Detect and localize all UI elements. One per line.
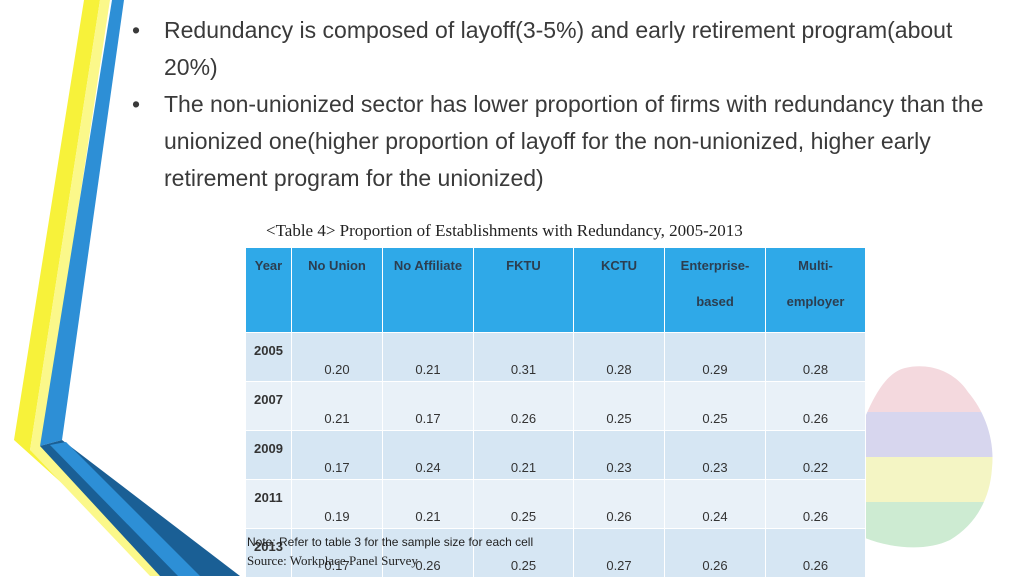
header-year: Year bbox=[245, 247, 292, 333]
blue-ribbon bbox=[40, 0, 124, 446]
bullet-dot-icon: • bbox=[132, 17, 141, 43]
table-source: Source: Workplace Panel Survey bbox=[247, 553, 418, 568]
yellow-ribbon bbox=[14, 0, 215, 576]
value-cell: 0.24 bbox=[382, 430, 474, 480]
table-row: 2007 0.21 0.17 0.26 0.25 0.25 0.26 bbox=[245, 381, 866, 431]
value-cell: 0.23 bbox=[573, 430, 665, 480]
value-cell: 0.24 bbox=[664, 479, 766, 529]
bullet-text: Redundancy is composed of layoff(3-5%) a… bbox=[164, 17, 953, 80]
value-cell: 0.26 bbox=[765, 528, 866, 578]
value-cell: 0.25 bbox=[573, 381, 665, 431]
year-cell: 2013 bbox=[245, 528, 292, 578]
bullet-text: The non-unionized sector has lower propo… bbox=[164, 91, 984, 191]
value-cell: 0.28 bbox=[573, 332, 665, 382]
value-cell: 0.25 bbox=[473, 479, 574, 529]
value-cell: 0.21 bbox=[382, 479, 474, 529]
header-no-affiliate: No Affiliate bbox=[382, 247, 474, 333]
value-cell: 0.23 bbox=[664, 430, 766, 480]
bullet-item: • Redundancy is composed of layoff(3-5%) … bbox=[130, 12, 990, 86]
bullet-list: • Redundancy is composed of layoff(3-5%) … bbox=[130, 12, 990, 197]
value-cell: 0.21 bbox=[382, 332, 474, 382]
value-cell: 0.25 bbox=[473, 528, 574, 578]
value-cell: 0.31 bbox=[473, 332, 574, 382]
header-fktu: FKTU bbox=[473, 247, 574, 333]
value-cell: 0.29 bbox=[664, 332, 766, 382]
table-row: 2011 0.19 0.21 0.25 0.26 0.24 0.26 bbox=[245, 479, 866, 529]
year-cell: 2011 bbox=[245, 479, 292, 529]
header-multi-line1: Multi- bbox=[798, 258, 833, 273]
year-cell: 2009 bbox=[245, 430, 292, 480]
value-cell: 0.17 bbox=[291, 430, 383, 480]
value-cell: 0.26 bbox=[765, 479, 866, 529]
value-cell: 0.26 bbox=[473, 381, 574, 431]
value-cell: 0.25 bbox=[664, 381, 766, 431]
value-cell: 0.21 bbox=[291, 381, 383, 431]
value-cell: 0.26 bbox=[664, 528, 766, 578]
value-cell: 0.27 bbox=[573, 528, 665, 578]
table-header-row: Year No Union No Affiliate FKTU KCTU Ent… bbox=[245, 247, 866, 333]
header-kctu: KCTU bbox=[573, 247, 665, 333]
value-cell: 0.17 bbox=[291, 528, 383, 578]
header-multi-employer: Multi-employer bbox=[765, 247, 866, 333]
blue-ribbon-mid bbox=[50, 442, 200, 576]
table-row: 2005 0.20 0.21 0.31 0.28 0.29 0.28 bbox=[245, 332, 866, 382]
table-note: Note: Refer to table 3 for the sample si… bbox=[247, 535, 534, 549]
value-cell: 0.19 bbox=[291, 479, 383, 529]
value-cell: 0.26 bbox=[382, 528, 474, 578]
header-enterprise-line1: Enterprise- bbox=[680, 258, 750, 273]
value-cell: 0.22 bbox=[765, 430, 866, 480]
yellow-ribbon-light bbox=[30, 0, 180, 576]
table-row: 2013 0.17 0.26 0.25 0.27 0.26 0.26 bbox=[245, 528, 866, 578]
table-caption: <Table 4> Proportion of Establishments w… bbox=[266, 221, 743, 240]
year-cell: 2007 bbox=[245, 381, 292, 431]
bullet-dot-icon: • bbox=[132, 91, 141, 117]
value-cell: 0.28 bbox=[765, 332, 866, 382]
header-multi-line2: employer bbox=[786, 294, 845, 309]
redundancy-table: Year No Union No Affiliate FKTU KCTU Ent… bbox=[245, 247, 866, 578]
bullet-item: • The non-unionized sector has lower prop… bbox=[130, 86, 990, 197]
table-row: 2009 0.17 0.24 0.21 0.23 0.23 0.22 bbox=[245, 430, 866, 480]
value-cell: 0.26 bbox=[765, 381, 866, 431]
value-cell: 0.17 bbox=[382, 381, 474, 431]
header-no-union: No Union bbox=[291, 247, 383, 333]
value-cell: 0.20 bbox=[291, 332, 383, 382]
header-enterprise-line2: based bbox=[696, 294, 734, 309]
header-enterprise-based: Enterprise-based bbox=[664, 247, 766, 333]
year-cell: 2005 bbox=[245, 332, 292, 382]
value-cell: 0.21 bbox=[473, 430, 574, 480]
value-cell: 0.26 bbox=[573, 479, 665, 529]
